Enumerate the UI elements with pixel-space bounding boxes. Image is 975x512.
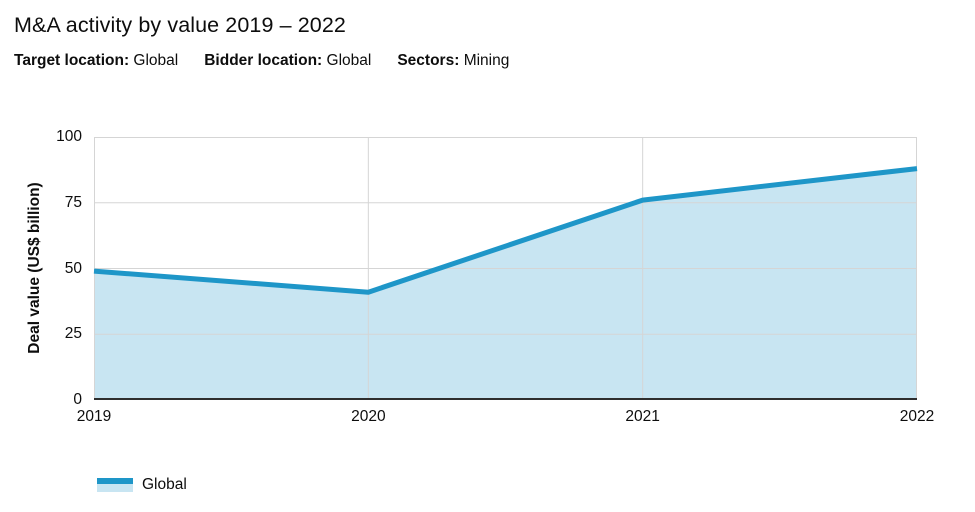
filter-target-location: Target location: Global	[14, 52, 178, 69]
filter-bidder-location: Bidder location: Global	[204, 52, 371, 69]
area-fill-global	[94, 168, 917, 400]
legend-swatch-line	[97, 478, 133, 484]
chart-subtitle: Target location: Global Bidder location: …	[14, 52, 535, 70]
area-chart	[93, 137, 918, 400]
x-tick-label: 2022	[899, 408, 935, 425]
x-tick-label: 2020	[351, 408, 386, 425]
y-tick-label: 100	[56, 128, 82, 145]
legend-swatch-global	[97, 478, 133, 492]
filter-sectors-label: Sectors:	[397, 52, 460, 69]
filter-target-location-label: Target location:	[14, 52, 130, 69]
filter-bidder-location-value: Global	[326, 52, 372, 69]
filter-target-location-value: Global	[133, 52, 179, 69]
legend: Global	[97, 476, 187, 494]
chart-title: M&A activity by value 2019 – 2022	[14, 13, 346, 37]
y-tick-label: 25	[64, 325, 82, 343]
legend-swatch-fill	[97, 484, 133, 492]
y-tick-label: 50	[64, 259, 82, 277]
x-tick-label: 2019	[76, 408, 112, 425]
series-line-global	[93, 166, 918, 295]
y-tick-label: 0	[73, 391, 82, 408]
legend-label-global: Global	[142, 476, 187, 493]
filter-bidder-location-label: Bidder location:	[204, 52, 323, 69]
x-tick-label: 2021	[625, 408, 660, 425]
y-tick-label: 75	[64, 193, 82, 211]
filter-sectors: Sectors: Mining	[397, 52, 509, 69]
filter-sectors-value: Mining	[463, 52, 510, 69]
